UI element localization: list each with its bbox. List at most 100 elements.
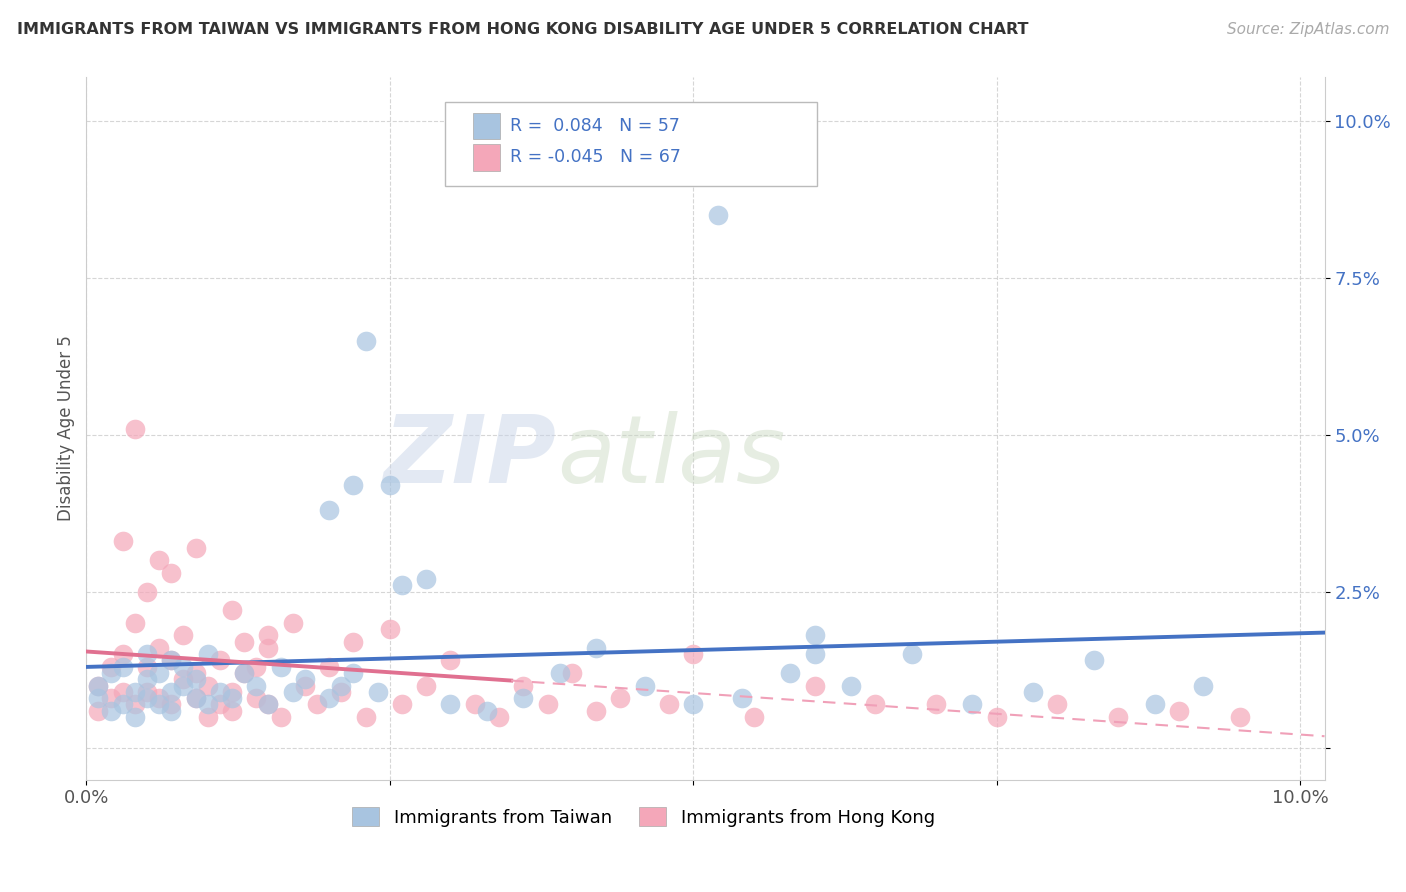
Point (136, 584, 159, 599)
Point (148, 640, 170, 655)
Text: Source: ZipAtlas.com: Source: ZipAtlas.com (1226, 22, 1389, 37)
Point (803, 628, 825, 642)
Point (536, 698, 558, 712)
Point (257, 698, 280, 712)
Point (100, 666, 122, 681)
Point (305, 698, 328, 712)
Point (779, 666, 801, 681)
Point (281, 615, 304, 630)
Point (986, 710, 1008, 724)
Point (111, 659, 134, 673)
Point (197, 647, 219, 661)
Point (585, 704, 607, 718)
Point (221, 603, 243, 617)
Point (354, 710, 377, 724)
FancyBboxPatch shape (446, 102, 817, 186)
Point (415, 679, 437, 693)
Point (124, 421, 146, 435)
Point (87, 704, 110, 718)
Point (1107, 710, 1129, 724)
Point (184, 673, 207, 687)
Point (197, 698, 219, 712)
Point (330, 685, 353, 699)
Point (439, 653, 461, 667)
Point (184, 541, 207, 555)
Point (245, 691, 267, 706)
Point (160, 566, 183, 580)
Point (172, 628, 194, 642)
Point (111, 698, 134, 712)
Point (1046, 698, 1069, 712)
Legend: Immigrants from Taiwan, Immigrants from Hong Kong: Immigrants from Taiwan, Immigrants from … (344, 800, 942, 834)
Point (245, 659, 267, 673)
Point (803, 647, 825, 661)
Point (342, 478, 364, 492)
Point (367, 685, 389, 699)
Point (318, 691, 340, 706)
Point (839, 679, 862, 693)
Point (184, 691, 207, 706)
Point (1229, 710, 1251, 724)
Point (475, 704, 498, 718)
Point (488, 710, 510, 724)
Text: atlas: atlas (557, 411, 785, 502)
Point (658, 698, 681, 712)
Point (111, 534, 134, 549)
Point (136, 659, 159, 673)
Point (561, 666, 583, 681)
Point (124, 685, 146, 699)
Point (391, 698, 413, 712)
Point (208, 698, 231, 712)
Point (342, 634, 364, 648)
Point (512, 691, 534, 706)
Point (172, 659, 194, 673)
Point (464, 698, 486, 712)
Point (221, 685, 243, 699)
Point (87, 679, 110, 693)
Point (221, 691, 243, 706)
Point (1192, 679, 1215, 693)
Point (124, 698, 146, 712)
Point (208, 685, 231, 699)
Point (1022, 685, 1045, 699)
Point (1083, 653, 1105, 667)
Point (160, 653, 183, 667)
Point (391, 578, 413, 592)
Point (245, 679, 267, 693)
Point (124, 710, 146, 724)
Point (208, 653, 231, 667)
Point (900, 647, 922, 661)
Point (160, 685, 183, 699)
Point (197, 679, 219, 693)
Point (233, 666, 256, 681)
Point (742, 710, 765, 724)
Point (136, 685, 159, 699)
Point (294, 673, 316, 687)
Text: ZIP: ZIP (384, 410, 557, 502)
Point (87, 691, 110, 706)
Point (148, 698, 170, 712)
Point (160, 653, 183, 667)
Point (962, 698, 984, 712)
Point (731, 691, 754, 706)
Point (281, 685, 304, 699)
Point (111, 647, 134, 661)
Point (439, 698, 461, 712)
FancyBboxPatch shape (472, 145, 501, 171)
Point (160, 698, 183, 712)
Text: R =  0.084   N = 57: R = 0.084 N = 57 (510, 117, 679, 135)
Point (184, 691, 207, 706)
Point (136, 647, 159, 661)
Point (803, 679, 825, 693)
Point (148, 666, 170, 681)
Point (160, 704, 183, 718)
Point (233, 634, 256, 648)
Point (270, 710, 292, 724)
Point (172, 679, 194, 693)
Point (111, 685, 134, 699)
Point (257, 698, 280, 712)
Text: IMMIGRANTS FROM TAIWAN VS IMMIGRANTS FROM HONG KONG DISABILITY AGE UNDER 5 CORRE: IMMIGRANTS FROM TAIWAN VS IMMIGRANTS FRO… (17, 22, 1028, 37)
Point (318, 659, 340, 673)
Point (512, 679, 534, 693)
Point (318, 503, 340, 517)
